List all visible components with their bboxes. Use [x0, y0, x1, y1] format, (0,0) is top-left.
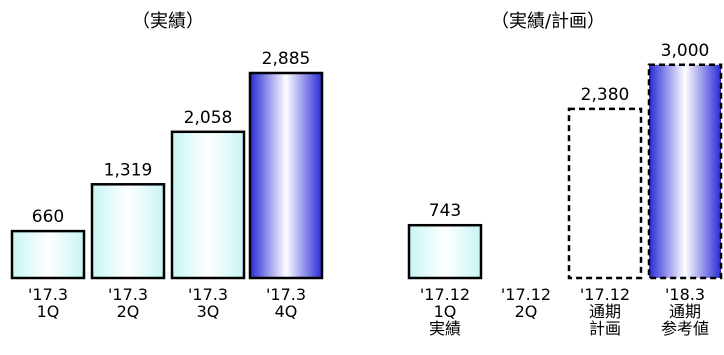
bar-left-3 [170, 130, 246, 280]
bars-right: 743 '17.12 1Q 実績 '17.12 2Q 2,380 '17.12 通期計画 3,00… [407, 41, 723, 338]
chart-title-right: （実績/計画） [491, 11, 605, 32]
value-label-right-3: 2,380 [581, 85, 630, 105]
bar-left-4 [248, 71, 324, 280]
category-label-left-4: '17.3 4Q [266, 285, 306, 321]
bar-right-4 [647, 63, 723, 280]
bar-left-2 [90, 183, 166, 280]
bar-right-1 [407, 223, 483, 280]
value-label-left-2: 1,319 [104, 160, 153, 180]
category-label-right-1: '17.12 1Q 実績 [420, 285, 470, 338]
bar-left-1 [10, 229, 86, 280]
value-label-left-3: 2,058 [184, 108, 233, 128]
bar-right-3 [567, 107, 643, 280]
chart-title-left: （実績） [132, 11, 204, 32]
category-label-left-3: '17.3 3Q [188, 285, 228, 321]
value-label-left-4: 2,885 [262, 49, 311, 69]
category-label-left-2: '17.3 2Q [108, 285, 148, 321]
value-label-right-1: 743 [429, 201, 461, 221]
value-label-right-4: 3,000 [661, 41, 710, 61]
category-label-right-4: '18.3 通期参考値 [661, 285, 709, 338]
bars-left: 660 '17.3 1Q 1,319 '17.3 2Q 2,058 '17.3 3Q 2,885 '… [10, 49, 324, 321]
value-label-left-1: 660 [32, 207, 64, 227]
category-label-right-3: '17.12 通期計画 [580, 285, 630, 338]
category-label-right-2: '17.12 2Q [501, 285, 551, 321]
category-label-left-1: '17.3 1Q [28, 285, 68, 321]
